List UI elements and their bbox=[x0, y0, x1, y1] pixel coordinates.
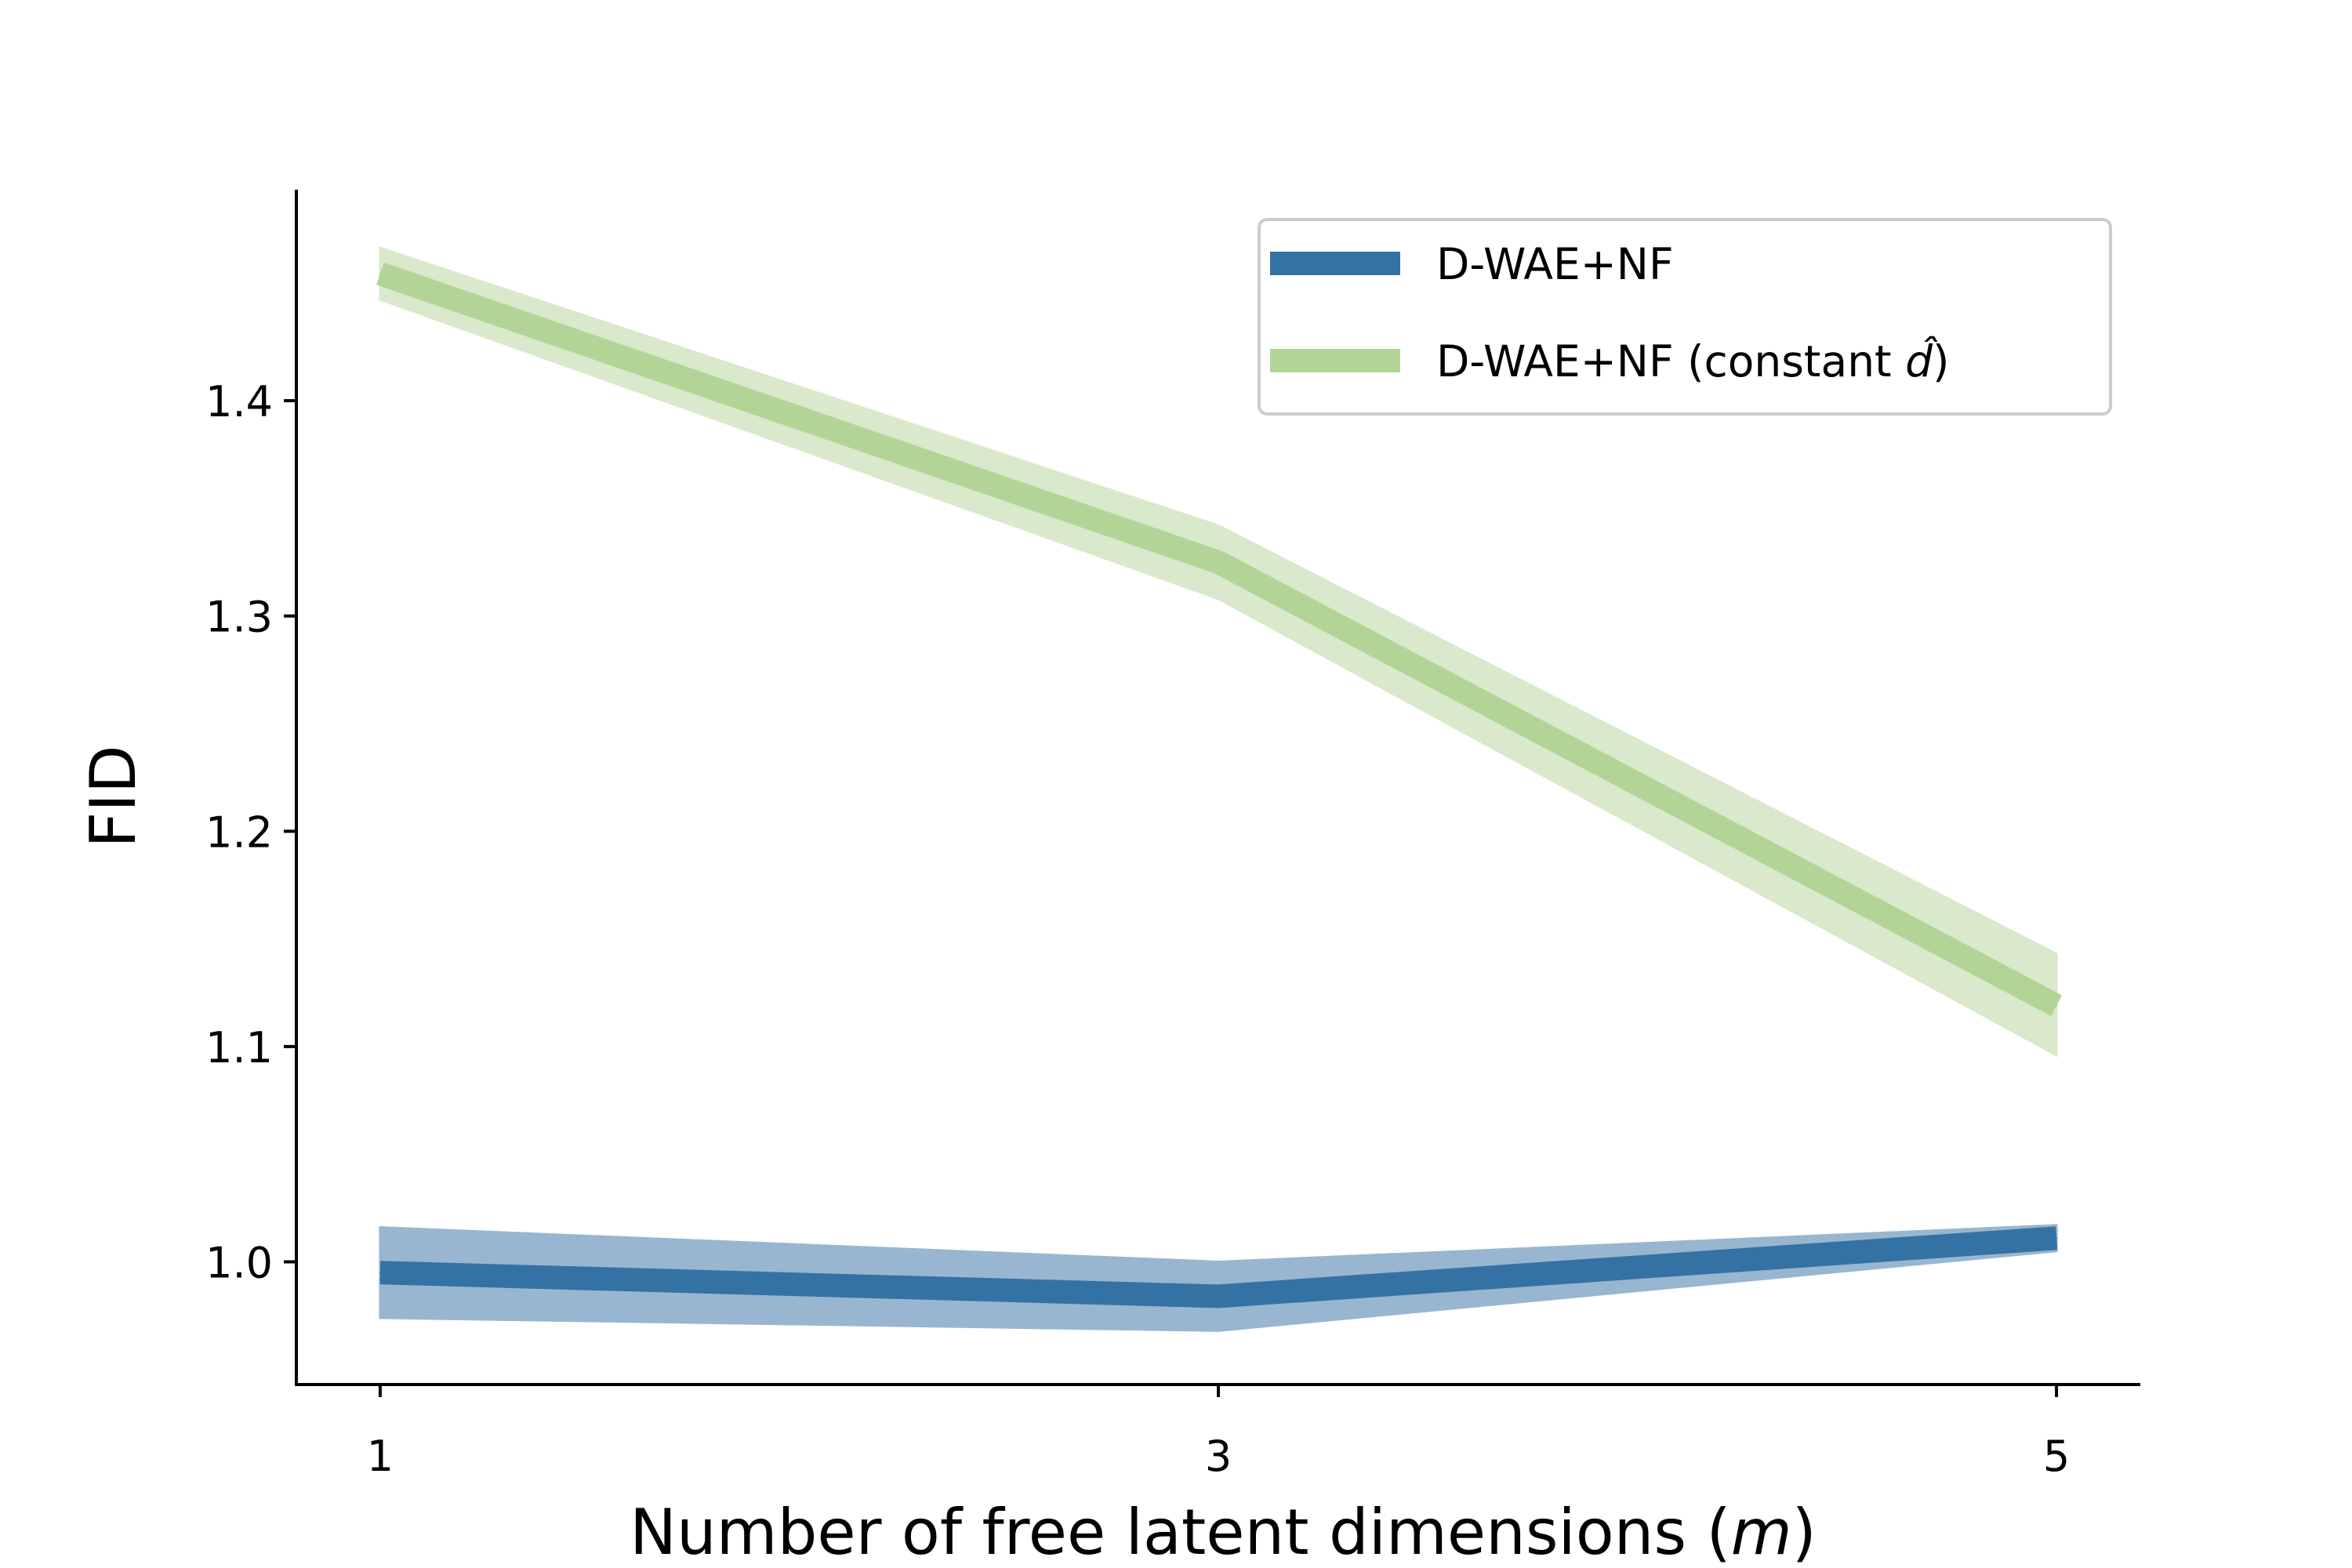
band-d-wae-nf bbox=[379, 1224, 2058, 1332]
legend-label-dwae-nf-constant-d: D-WAE+NF (constant d̂) bbox=[1436, 336, 1950, 387]
point-d-wae-nf-2 bbox=[2056, 1237, 2058, 1240]
point-d-wae-nf-constant-d-2 bbox=[2056, 1004, 2058, 1007]
y-ticks: 1.0 1.1 1.2 1.3 1.4 bbox=[205, 377, 296, 1287]
y-tick-label: 1.3 bbox=[205, 593, 273, 642]
x-axis-title: Number of free latent dimensions (m) bbox=[630, 1496, 1817, 1568]
point-d-wae-nf-constant-d-0 bbox=[379, 273, 381, 275]
y-tick-label: 1.0 bbox=[205, 1238, 273, 1287]
series-lines bbox=[376, 262, 2063, 1308]
point-d-wae-nf-1 bbox=[1218, 1295, 1219, 1298]
legend-frame bbox=[1258, 218, 2112, 416]
x-ticks: 1 3 5 bbox=[367, 1385, 2070, 1481]
legend: D-WAE+NF D-WAE+NF (constant d̂) bbox=[1258, 218, 2112, 416]
x-tick-label: 1 bbox=[367, 1432, 394, 1481]
point-d-wae-nf-constant-d-1 bbox=[1218, 561, 1219, 564]
y-tick-label: 1.4 bbox=[205, 377, 273, 426]
y-axis-title: FID bbox=[77, 745, 150, 848]
y-tick-label: 1.2 bbox=[205, 808, 273, 857]
y-tick-label: 1.1 bbox=[205, 1023, 273, 1073]
legend-label-dwae-nf: D-WAE+NF bbox=[1436, 239, 1674, 289]
point-d-wae-nf-0 bbox=[379, 1272, 381, 1274]
x-tick-label: 3 bbox=[1205, 1432, 1232, 1481]
x-tick-label: 5 bbox=[2043, 1432, 2070, 1481]
